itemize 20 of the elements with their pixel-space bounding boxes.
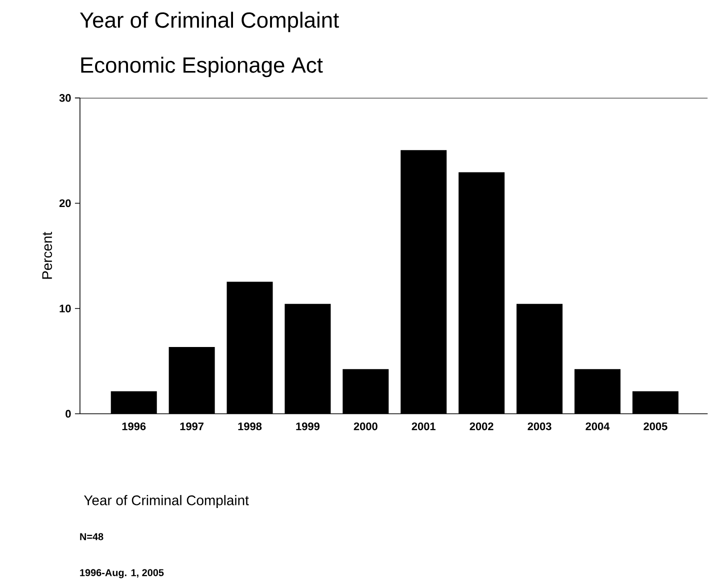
chart-subtitle: Economic Espionage Act <box>81 56 323 78</box>
x-tick-label: 1996 <box>122 422 146 430</box>
x-tick-label: 2001 <box>412 422 436 430</box>
text: 1996-Aug. 1, 2005 <box>80 569 164 578</box>
y-tick-label: 20 <box>59 200 71 208</box>
x-tick-label: 2002 <box>470 422 494 430</box>
y-tick-label: 0 <box>66 410 71 418</box>
y-tick-label: 30 <box>59 94 71 102</box>
x-tick-label: 1997 <box>180 422 204 430</box>
x-tick-label: 1998 <box>238 422 262 430</box>
x-tick-label: 2003 <box>528 422 552 430</box>
y-axis-title: Percent <box>42 232 52 279</box>
x-axis-title: Year of Criminal Complaint <box>84 495 249 508</box>
x-tick-label: 1999 <box>296 422 320 430</box>
text: N=48 <box>80 533 104 540</box>
x-tick-label: 2005 <box>644 422 668 430</box>
y-tick-label: 10 <box>60 304 71 313</box>
chart-title: Year of Criminal Complaint <box>80 12 339 32</box>
x-tick-label: 2004 <box>586 422 610 430</box>
x-tick-label: 2000 <box>354 422 378 430</box>
